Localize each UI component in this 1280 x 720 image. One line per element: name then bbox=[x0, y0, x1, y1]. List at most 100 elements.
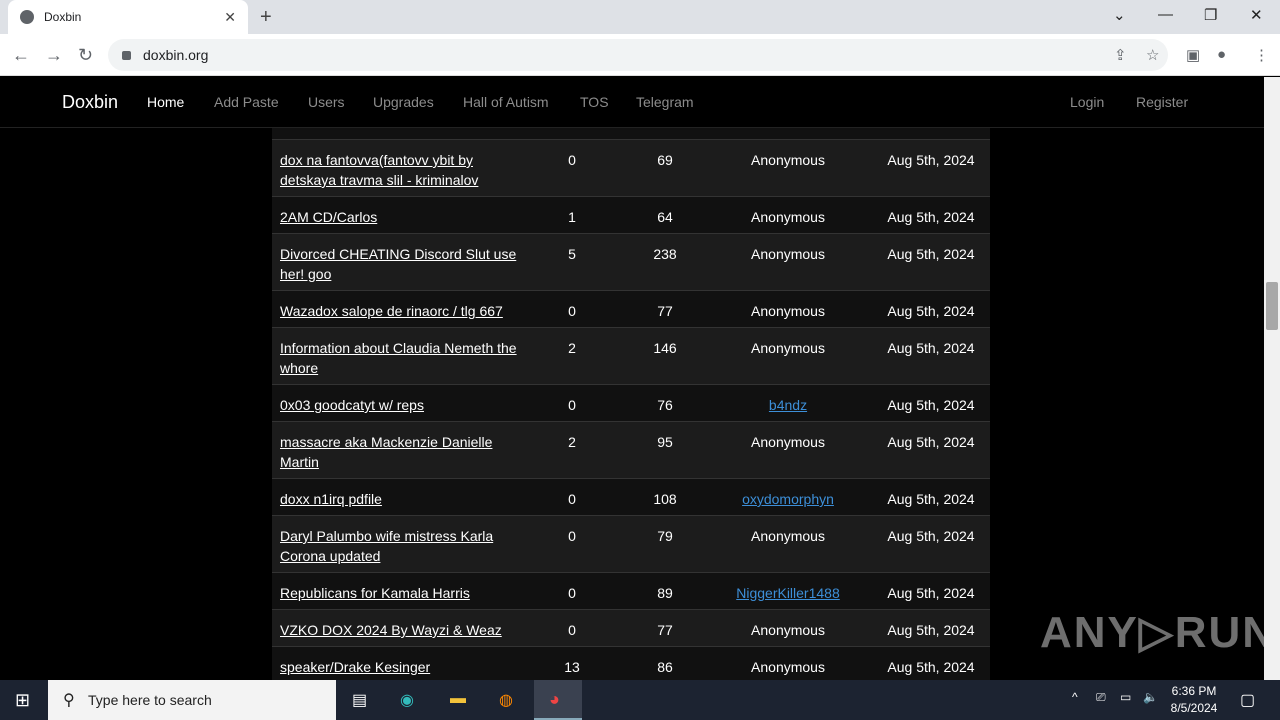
author: Anonymous bbox=[751, 340, 825, 356]
author: Anonymous bbox=[751, 434, 825, 450]
tab-search-icon[interactable]: ⌄ bbox=[1113, 7, 1126, 24]
paste-title-link[interactable]: 0x03 goodcatyt w/ reps bbox=[280, 397, 424, 413]
browser-toolbar: ← → ↻ doxbin.org ⇪ ☆ ▣ ● ⋮ bbox=[0, 34, 1280, 76]
paste-title-link[interactable]: VZKO DOX 2024 By Wayzi & Weaz bbox=[280, 622, 502, 638]
new-tab-button[interactable]: + bbox=[260, 6, 272, 28]
comments-count: 0 bbox=[568, 303, 576, 319]
views-count: 79 bbox=[657, 528, 673, 544]
paste-title-link[interactable]: 2AM CD/Carlos bbox=[280, 209, 378, 225]
table-row: 0x03 goodcatyt w/ reps 0 76 b4ndz Aug 5th, 2… bbox=[272, 384, 990, 421]
nav-link-telegram[interactable]: Telegram bbox=[636, 94, 694, 110]
site-navbar: Doxbin Home Add Paste Users Upgrades Hall of… bbox=[0, 77, 1264, 128]
table-row: massacre aka Mackenzie Danielle Martin 2 9… bbox=[272, 421, 990, 478]
author[interactable]: oxydomorphyn bbox=[742, 491, 834, 507]
comments-count: 0 bbox=[568, 397, 576, 413]
paste-title-link[interactable]: massacre aka Mackenzie Danielle Martin bbox=[280, 434, 493, 470]
paste-title-link[interactable]: Republicans for Kamala Harris bbox=[280, 585, 470, 601]
back-button[interactable]: ← bbox=[12, 45, 30, 65]
start-button[interactable]: ⊞ bbox=[15, 690, 31, 710]
paste-title-link[interactable]: Divorced CHEATING Discord Slut use her! … bbox=[280, 246, 517, 282]
taskbar-search[interactable]: Type here to search bbox=[48, 680, 336, 720]
menu-icon[interactable]: ⋮ bbox=[1254, 47, 1269, 64]
address-bar[interactable]: doxbin.org bbox=[108, 39, 1168, 71]
browser-tab[interactable]: Doxbin ✕ bbox=[8, 0, 248, 34]
table-row: speaker/Drake Kesinger 13 86 Anonymous Aug 5… bbox=[272, 646, 990, 680]
bookmark-star-icon[interactable]: ☆ bbox=[1146, 47, 1160, 64]
file-explorer-icon[interactable]: ▬ bbox=[450, 690, 466, 707]
tab-bar: Doxbin ✕ + ⌄ — ❐ ✕ bbox=[0, 0, 1280, 34]
edge-icon[interactable]: ◉ bbox=[400, 692, 414, 709]
paste-title-link[interactable]: Daryl Palumbo wife mistress Karla Corona… bbox=[280, 528, 494, 564]
network-icon[interactable]: ▭ bbox=[1120, 690, 1132, 704]
scrollbar[interactable] bbox=[1264, 77, 1280, 680]
table-row: 2AM CD/Carlos 1 64 Anonymous Aug 5th, 2024 bbox=[272, 196, 990, 233]
profile-avatar[interactable]: ● bbox=[1217, 46, 1227, 63]
table-row: dox na fantovva(fantovv ybit by detskaya… bbox=[272, 139, 990, 196]
restore-button[interactable]: ❐ bbox=[1204, 7, 1218, 24]
paste-table: dox na fantovva(fantovv ybit by detskaya… bbox=[272, 119, 990, 680]
close-window-button[interactable]: ✕ bbox=[1250, 7, 1263, 24]
views-count: 146 bbox=[653, 340, 677, 356]
paste-title-link[interactable]: dox na fantovva(fantovv ybit by detskaya… bbox=[280, 152, 479, 188]
clock[interactable]: 6:36 PM 8/5/2024 bbox=[1168, 683, 1220, 717]
views-count: 77 bbox=[657, 622, 673, 638]
nav-link-home[interactable]: Home bbox=[147, 94, 185, 110]
author: Anonymous bbox=[751, 209, 825, 225]
camera-icon[interactable]: ⎚ bbox=[1096, 690, 1106, 704]
comments-count: 0 bbox=[568, 152, 576, 168]
comments-count: 0 bbox=[568, 528, 576, 544]
tray-chevron-icon[interactable]: ^ bbox=[1072, 690, 1078, 704]
paste-title-link[interactable]: Information about Claudia Nemeth the who… bbox=[280, 340, 517, 376]
views-count: 108 bbox=[653, 491, 677, 507]
date: Aug 5th, 2024 bbox=[887, 434, 975, 450]
comments-count: 1 bbox=[568, 209, 576, 225]
scrollbar-thumb[interactable] bbox=[1266, 282, 1278, 330]
notifications-icon[interactable]: ▢ bbox=[1240, 692, 1256, 709]
volume-icon[interactable]: 🔈 bbox=[1143, 690, 1158, 704]
paste-title-link[interactable]: doxx n1irq pdfile bbox=[280, 491, 382, 507]
search-icon: ⚲ bbox=[63, 692, 75, 709]
nav-link-users[interactable]: Users bbox=[308, 94, 345, 110]
paste-title-link[interactable]: Wazadox salope de rinaorc / tlg 667 bbox=[280, 303, 503, 319]
date: Aug 5th, 2024 bbox=[887, 246, 975, 262]
date: Aug 5th, 2024 bbox=[887, 585, 975, 601]
forward-button[interactable]: → bbox=[45, 45, 63, 65]
date: Aug 5th, 2024 bbox=[887, 659, 975, 675]
nav-link-upgrades[interactable]: Upgrades bbox=[373, 94, 434, 110]
comments-count: 0 bbox=[568, 491, 576, 507]
comments-count: 2 bbox=[568, 434, 576, 450]
comments-count: 5 bbox=[568, 246, 576, 262]
tab-title: Doxbin bbox=[44, 10, 82, 24]
author[interactable]: b4ndz bbox=[768, 397, 808, 413]
views-count: 77 bbox=[657, 303, 673, 319]
table-row: Information about Claudia Nemeth the who… bbox=[272, 327, 990, 384]
nav-link-add-paste[interactable]: Add Paste bbox=[214, 94, 279, 110]
share-icon[interactable]: ⇪ bbox=[1114, 47, 1127, 64]
author: Anonymous bbox=[751, 303, 825, 319]
nav-link-tos[interactable]: TOS bbox=[580, 94, 609, 110]
close-tab-icon[interactable]: ✕ bbox=[224, 8, 236, 25]
minimize-button[interactable]: — bbox=[1158, 6, 1173, 23]
side-panel-icon[interactable]: ▣ bbox=[1186, 47, 1201, 64]
page-content: dox na fantovva(fantovv ybit by detskaya… bbox=[0, 77, 1264, 680]
table-row: Wazadox salope de rinaorc / tlg 667 0 77 An… bbox=[272, 290, 990, 327]
table-row: VZKO DOX 2024 By Wayzi & Weaz 0 77 Anonymou… bbox=[272, 609, 990, 646]
reload-button[interactable]: ↻ bbox=[78, 45, 94, 65]
date: Aug 5th, 2024 bbox=[887, 397, 975, 413]
task-view-icon[interactable]: ▤ bbox=[352, 692, 368, 709]
anyrun-watermark: ANY▷RUN bbox=[1040, 608, 1264, 657]
site-brand[interactable]: Doxbin bbox=[62, 92, 119, 112]
login-link[interactable]: Login bbox=[1070, 94, 1105, 110]
views-count: 76 bbox=[657, 397, 673, 413]
author[interactable]: NiggerKiller1488 bbox=[736, 585, 840, 601]
firefox-icon[interactable]: ◍ bbox=[499, 692, 513, 709]
views-count: 95 bbox=[657, 434, 673, 450]
paste-title-link[interactable]: speaker/Drake Kesinger bbox=[280, 659, 431, 675]
date: Aug 5th, 2024 bbox=[887, 491, 975, 507]
register-link[interactable]: Register bbox=[1136, 94, 1189, 110]
nav-link-hall-of-autism[interactable]: Hall of Autism bbox=[463, 94, 549, 110]
author: Anonymous bbox=[751, 152, 825, 168]
chrome-taskbar-button[interactable]: ◕ bbox=[534, 680, 582, 720]
comments-count: 2 bbox=[568, 340, 576, 356]
globe-icon bbox=[20, 10, 34, 24]
